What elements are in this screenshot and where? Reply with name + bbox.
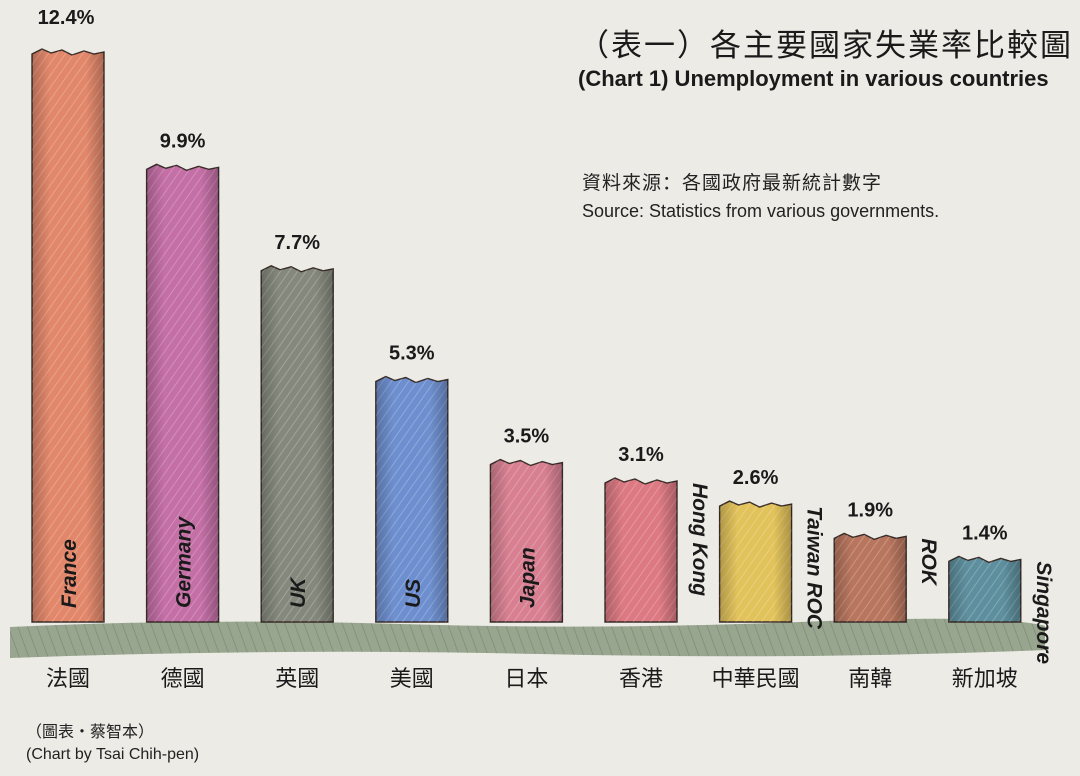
category-label-zh: 法國 xyxy=(46,667,90,692)
bar-us xyxy=(375,375,449,623)
value-label: 12.4% xyxy=(38,7,95,29)
category-label-zh: 南韓 xyxy=(848,667,892,692)
chart-title: （表一）各主要國家失業率比較圖 xyxy=(578,28,1073,63)
bar-france xyxy=(31,48,105,623)
ground-strip xyxy=(10,618,1045,658)
source-note-en: Source: Statistics from various governme… xyxy=(582,201,940,221)
bar-rok xyxy=(833,532,907,623)
category-label-zh: 中華民國 xyxy=(712,667,800,692)
category-label-zh: 德國 xyxy=(161,667,205,692)
category-label: ROK xyxy=(917,538,940,587)
source-note-zh: 資料來源：各國政府最新統計數字 xyxy=(582,173,883,194)
category-label: France xyxy=(58,539,81,608)
category-label-zh: 日本 xyxy=(504,667,548,692)
category-label: Hong Kong xyxy=(688,483,711,596)
value-label: 1.9% xyxy=(847,499,893,521)
value-label: 2.6% xyxy=(733,467,779,489)
category-label: Japan xyxy=(516,547,539,608)
value-label: 3.5% xyxy=(504,426,550,448)
category-label: Taiwan ROC xyxy=(803,506,826,630)
category-label: UK xyxy=(287,576,310,608)
category-label: Germany xyxy=(173,516,196,608)
bar-japan xyxy=(489,458,564,623)
bar-hong-kong xyxy=(604,477,678,623)
category-label: Singapore xyxy=(1032,561,1055,664)
category-label-zh: 香港 xyxy=(619,667,663,692)
bar-germany xyxy=(145,163,220,623)
value-label: 7.7% xyxy=(274,232,320,254)
value-label: 9.9% xyxy=(160,130,206,152)
bar-uk xyxy=(260,265,334,623)
category-label-zh: 英國 xyxy=(275,667,319,692)
bar-taiwan-roc xyxy=(718,500,793,623)
value-label: 5.3% xyxy=(389,343,435,365)
category-label: US xyxy=(402,579,425,608)
category-label-zh: 美國 xyxy=(390,667,434,692)
bar-singapore xyxy=(948,555,1022,623)
chart-subtitle: (Chart 1) Unemployment in various countr… xyxy=(578,66,1049,91)
category-label-zh: 新加坡 xyxy=(952,667,1018,692)
credit-en: (Chart by Tsai Chih-pen) xyxy=(26,746,200,763)
credit-zh: （圖表・蔡智本） xyxy=(26,724,155,741)
value-label: 1.4% xyxy=(962,522,1008,544)
value-label: 3.1% xyxy=(618,444,664,466)
